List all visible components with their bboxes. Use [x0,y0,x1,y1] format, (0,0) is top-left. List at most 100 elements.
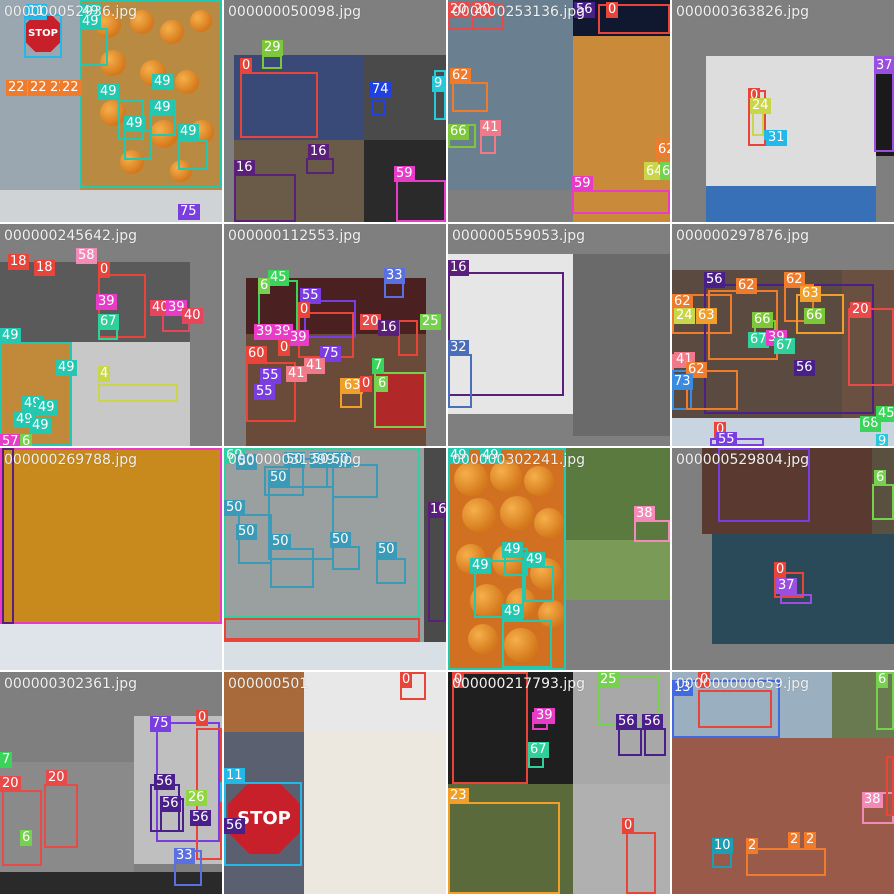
orange-shape [190,10,212,32]
class-label: 2 [804,832,817,848]
class-label: 9 [432,76,445,92]
bounding-box [626,832,656,894]
image-patch [224,672,304,732]
class-label: 6 [258,278,271,294]
class-label: 50 [236,524,257,540]
class-label: 56 [224,818,245,834]
image-tile[interactable]: 29 0 74 9 16 16 59 000000050098.jpg [224,0,446,222]
bounding-box [0,342,72,446]
class-label: 4 [98,366,111,382]
class-label: 18 [8,254,29,270]
class-label: 22 [28,80,49,96]
image-patch [706,56,876,186]
image-tile[interactable]: 6 0 37 000000529804.jpg [672,448,894,670]
bounding-box [634,520,670,542]
class-label: 55 [260,368,281,384]
bounding-box [220,782,222,802]
orange-shape [504,628,538,662]
class-label: 74 [370,82,391,98]
image-tile[interactable]: 69 50 50 50 50 50 50 50 50 50 50 16 000000031399.jpg [224,448,446,670]
class-label: 62 [450,68,471,84]
class-label: 26 [186,790,207,806]
class-label: 39 [254,324,275,340]
class-label: 49 [36,400,57,416]
image-patch [672,418,894,446]
class-label: 38 [634,506,655,522]
image-patch [566,540,670,600]
image-tile[interactable]: 16 32 000000559053.jpg [448,224,670,446]
image-patch [876,56,894,156]
class-label: 49 [30,418,51,434]
image-tile[interactable]: 58 0 18 18 39 67 40 39 40 49 49 4 49 49 49 49 57 6 0000002… [0,224,222,446]
orange-shape [468,624,498,654]
bounding-box [332,546,360,570]
image-tile[interactable]: 0 25 39 56 56 67 23 0 000000217793.jpg [448,672,670,894]
class-label: 75 [178,204,199,220]
image-tile[interactable]: 0 6 13 38 10 2 2 2 000000000659.jpg [672,672,894,894]
bounding-box [474,560,524,618]
bounding-box [124,130,152,160]
class-label: 57 [0,434,21,446]
class-label: 67 [528,742,549,758]
bounding-box [710,438,764,446]
image-tile[interactable]: 75 0 7 20 20 56 26 56 56 6 33 000000302361.jpg [0,672,222,894]
class-label: 6 [20,434,33,446]
bounding-box [246,362,296,422]
class-label: 0 [606,2,619,18]
image-patch [573,254,670,436]
file-name: 000000529804.jpg [676,452,809,468]
file-name: 000000052936.jpg [4,4,137,20]
bounding-box [304,300,356,338]
bounding-box [718,448,810,522]
class-label: 7 [372,358,385,374]
image-tile[interactable]: 45 6 55 33 0 20 16 25 39 39 39 75 60 0 55 41 41 63 0 55 7 6 00… [224,224,446,446]
bounding-box [80,0,222,188]
class-label: 6 [660,164,670,180]
bounding-box [2,790,42,866]
file-name: 000000363826.jpg [676,4,809,20]
class-label: 25 [420,314,441,330]
image-tile[interactable]: 5662626362246366662067396741625673684590… [672,224,894,446]
class-label: 20 [472,2,493,18]
file-name: 000000253136.jpg [452,4,585,20]
image-tile[interactable]: 49 49 49 49 49 49 38 000000302241.jpg [448,448,670,670]
class-label: 67 [748,332,769,348]
image-tile[interactable]: STOP 0 11 56 000000501 [224,672,446,894]
image-patch [702,448,894,534]
bounding-box [698,690,772,728]
class-label: 58 [76,248,97,264]
image-tile[interactable]: 0 24 31 37 000000363826.jpg [672,0,894,222]
class-label: 50 [310,452,331,468]
file-name: 000000000659.jpg [676,676,809,692]
class-label: 22 [60,80,81,96]
image-patch [72,342,190,446]
class-label: 39 [288,330,309,346]
bounding-box [780,594,812,604]
bounding-box [746,848,826,876]
image-tile[interactable]: 000000269788.jpg [0,448,222,670]
class-label: 56 [704,272,725,288]
file-name: 000000050098.jpg [228,4,361,20]
bounding-box [98,384,178,402]
class-label: 16 [308,144,329,160]
orange-shape [160,20,184,44]
class-label: 49 [80,14,101,30]
class-label: 7 [0,752,13,768]
bounding-box [270,548,314,588]
image-tile[interactable]: STOP 11 49 49 49 49 49 49 49 22 22 22 22 75 0000000529… [0,0,222,222]
class-label: 66 [804,308,825,324]
bounding-box [644,728,666,756]
bounding-box [686,370,738,410]
image-patch [448,0,573,190]
class-label: 64 [644,164,665,180]
class-label: 20 [850,302,871,318]
bounding-box [672,680,780,738]
class-label: 56 [616,714,637,730]
class-label: 33 [174,848,195,864]
class-label: 6 [874,470,887,486]
file-name: 000000031399.jpg [228,452,361,468]
class-label: 62 [784,272,805,288]
class-label: 0 [196,710,209,726]
class-label: 40 [150,300,171,316]
